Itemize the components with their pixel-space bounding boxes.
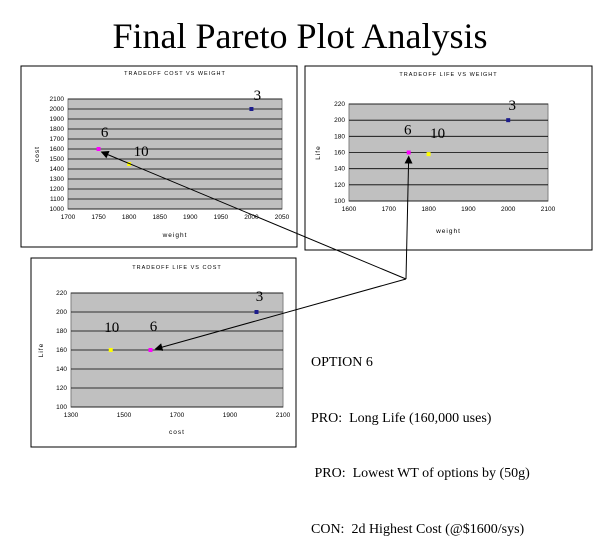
y-tick-label: 1100 <box>50 196 64 203</box>
data-point <box>249 107 254 111</box>
data-point <box>426 152 431 157</box>
y-tick-label: 160 <box>56 347 67 354</box>
y-tick-label: 100 <box>334 198 345 205</box>
point-label: 10 <box>134 144 149 160</box>
y-tick-label: 180 <box>334 133 345 140</box>
x-tick-label: 1900 <box>461 206 476 213</box>
y-tick-label: 120 <box>56 385 67 392</box>
y-tick-label: 100 <box>56 404 67 411</box>
x-axis-label: weight <box>162 232 188 239</box>
y-tick-label: 1900 <box>50 116 65 123</box>
point-label: 3 <box>508 98 516 114</box>
y-tick-label: 120 <box>334 182 345 189</box>
slide-title: Final Pareto Plot Analysis <box>112 16 488 56</box>
y-tick-label: 1800 <box>50 126 65 133</box>
x-axis-label: cost <box>169 429 185 436</box>
x-tick-label: 1300 <box>64 412 79 419</box>
x-tick-label: 1800 <box>122 214 137 221</box>
y-tick-label: 2100 <box>50 96 65 103</box>
data-point <box>96 147 101 151</box>
data-point <box>506 118 511 123</box>
arrows-layer <box>100 151 413 351</box>
y-tick-label: 1600 <box>50 146 65 153</box>
point-label: 3 <box>256 289 264 305</box>
arrow-connector <box>404 155 413 280</box>
y-tick-label: 2000 <box>50 106 65 113</box>
y-tick-label: 200 <box>56 309 67 316</box>
arrow-connector <box>100 151 407 280</box>
data-point <box>148 348 153 352</box>
x-tick-label: 1700 <box>61 214 76 221</box>
y-tick-label: 220 <box>56 290 67 297</box>
x-tick-label: 1800 <box>421 206 436 213</box>
chart-life-vs-weight: 100 120 140 160 180 200 220 1600 1700 1800 1900 200… <box>304 65 593 251</box>
x-tick-label: 1750 <box>91 214 106 221</box>
y-tick-label: 1000 <box>50 206 65 213</box>
point-label: 6 <box>101 125 109 141</box>
plot-area <box>67 98 283 210</box>
chart-life-vs-cost: 100 120 140 160 180 200 220 1300 1500 1700 1900 210… <box>30 257 297 448</box>
y-tick-label: 160 <box>334 150 345 157</box>
x-axis-label: weight <box>435 228 461 235</box>
y-tick-label: 1500 <box>50 156 65 163</box>
x-tick-label: 1600 <box>342 206 357 213</box>
y-tick-label: 140 <box>334 166 345 173</box>
arrow-connector <box>154 278 407 351</box>
option-line-pro-weight: PRO: Lowest WT of options by (50g) <box>311 466 530 481</box>
x-tick-label: 2100 <box>541 206 556 213</box>
y-tick-label: 200 <box>334 117 345 124</box>
charts-layer: 1000 1100 1200 1300 1400 1500 1600 1700 1800 1900… <box>20 65 593 448</box>
chart-title: TRADEOFF LIFE VS COST <box>132 265 221 271</box>
x-tick-label: 1900 <box>183 214 198 221</box>
x-tick-label: 1700 <box>170 412 185 419</box>
x-tick-label: 2000 <box>244 214 259 221</box>
y-tick-label: 180 <box>56 328 67 335</box>
x-tick-label: 2100 <box>276 412 291 419</box>
y-tick-label: 1300 <box>50 176 65 183</box>
y-tick-label: 1700 <box>50 136 65 143</box>
point-label: 6 <box>404 123 412 139</box>
chart-title: TRADEOFF LIFE VS WEIGHT <box>399 72 497 78</box>
x-tick-label: 2000 <box>501 206 516 213</box>
data-point <box>108 348 113 352</box>
x-tick-label: 2050 <box>275 214 290 221</box>
y-tick-label: 1200 <box>50 186 65 193</box>
point-label: 6 <box>150 319 158 335</box>
option-notes: OPTION 6 PRO: Long Life (160,000 uses) P… <box>311 317 530 558</box>
option-line-pro-life: PRO: Long Life (160,000 uses) <box>311 410 492 426</box>
y-tick-label: 140 <box>56 366 67 373</box>
chart-title: TRADEOFF COST VS WEIGHT <box>124 71 226 77</box>
x-tick-label: 1850 <box>152 214 167 221</box>
point-label: 10 <box>104 320 119 336</box>
y-axis-label: Life <box>38 343 45 357</box>
x-tick-label: 1700 <box>382 206 397 213</box>
x-tick-label: 1900 <box>223 412 238 419</box>
y-axis-label: cost <box>34 146 41 162</box>
data-point <box>254 310 259 314</box>
chart-cost-vs-weight: 1000 1100 1200 1300 1400 1500 1600 1700 1800 1900… <box>20 65 298 248</box>
y-axis-label: Life <box>315 145 322 159</box>
y-tick-label: 1400 <box>50 166 65 173</box>
point-label: 3 <box>254 88 262 104</box>
y-tick-label: 220 <box>334 101 345 108</box>
point-label: 10 <box>430 126 445 142</box>
x-tick-label: 1950 <box>214 214 229 221</box>
pareto-canvas: 1000 1100 1200 1300 1400 1500 1600 1700 1800 1900… <box>20 65 593 448</box>
data-point <box>406 150 411 155</box>
x-tick-label: 1500 <box>117 412 132 419</box>
option-line-con-cost: CON: 2d Highest Cost (@$1600/sys) <box>311 521 525 537</box>
option-heading: OPTION 6 <box>311 355 373 370</box>
